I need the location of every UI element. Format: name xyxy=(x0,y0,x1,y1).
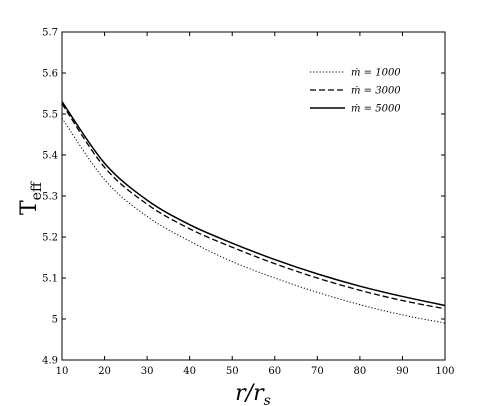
y-tick-label: 5.2 xyxy=(42,233,58,244)
x-tick-label: 30 xyxy=(141,366,154,377)
y-tick-label: 5.5 xyxy=(42,110,58,121)
series-line-2 xyxy=(61,103,446,310)
legend-label-2: ṁ = 3000 xyxy=(351,86,401,97)
y-tick-label: 5.6 xyxy=(42,69,58,80)
legend: ṁ = 1000 ṁ = 3000 ṁ = 5000 xyxy=(310,68,401,115)
axis-ticks: 10 20 30 40 50 60 70 80 90 100 4.9 5 5.1 5.2 5.3 5.4 5.5… xyxy=(42,28,454,378)
series-line-3 xyxy=(61,101,446,307)
x-tick-label: 50 xyxy=(226,366,239,377)
y-tick-label: 5.7 xyxy=(42,28,58,39)
y-axis-label: Teff xyxy=(17,181,45,215)
y-tick-label: 5.3 xyxy=(42,192,58,203)
x-tick-label: 100 xyxy=(435,366,454,377)
y-tick-label: 5 xyxy=(52,315,58,326)
y-tick-label: 4.9 xyxy=(42,356,58,367)
y-tick-label: 5.1 xyxy=(42,274,58,285)
series-layer xyxy=(61,101,446,324)
x-tick-label: 20 xyxy=(98,366,111,377)
x-tick-label: 10 xyxy=(56,366,69,377)
y-tick-label: 5.4 xyxy=(42,151,58,162)
plot-frame xyxy=(61,31,446,361)
legend-label-3: ṁ = 5000 xyxy=(351,104,401,115)
x-axis-label: r/rs xyxy=(235,381,271,406)
x-tick-label: 80 xyxy=(354,366,367,377)
x-tick-label: 40 xyxy=(183,366,196,377)
x-tick-label: 70 xyxy=(311,366,324,377)
x-tick-label: 90 xyxy=(396,366,409,377)
legend-label-1: ṁ = 1000 xyxy=(351,68,401,79)
x-tick-label: 60 xyxy=(268,366,281,377)
